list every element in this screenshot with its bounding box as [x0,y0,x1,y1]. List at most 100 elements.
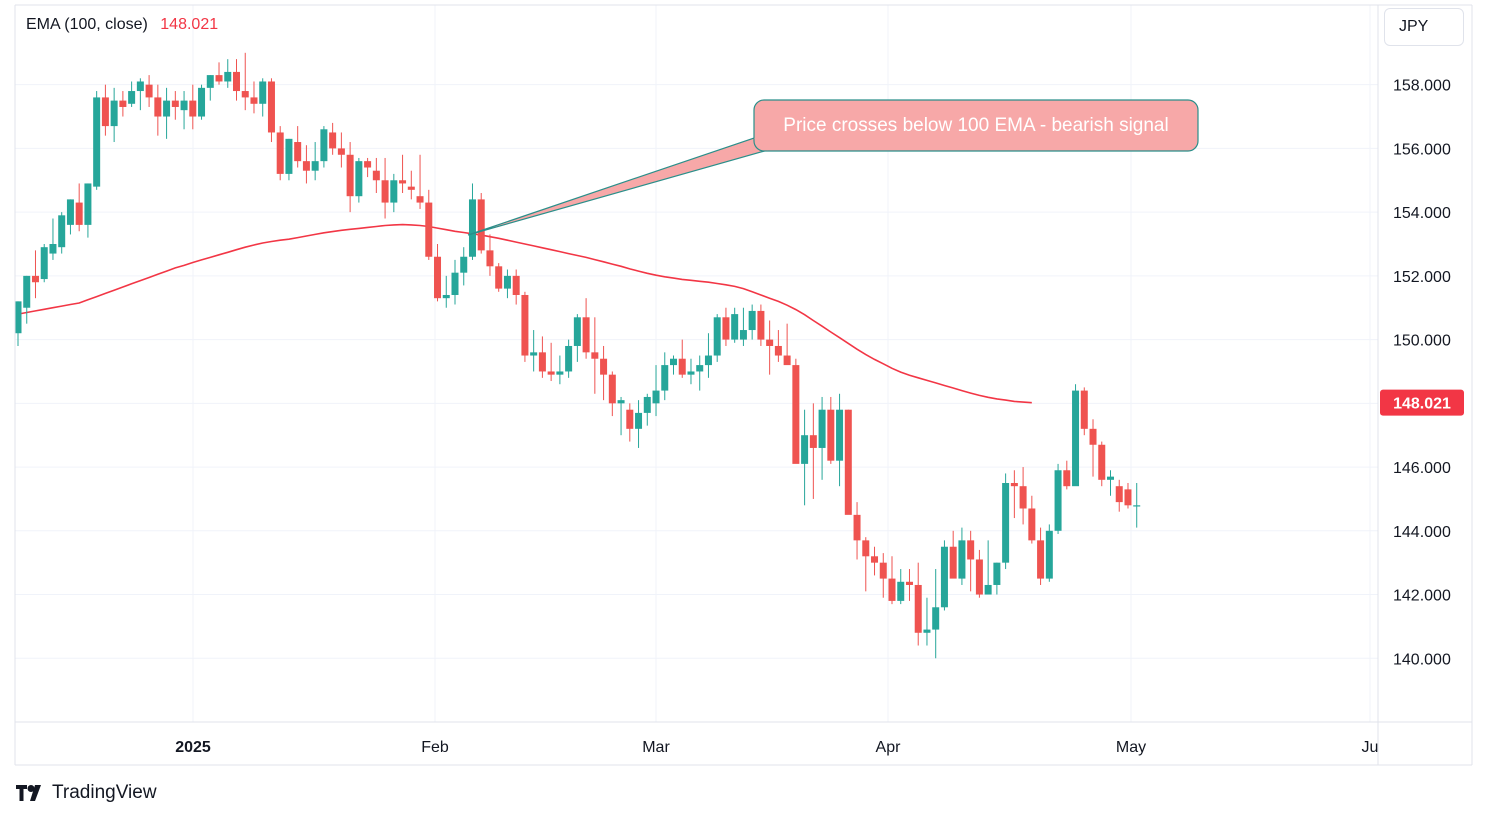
candle [1098,441,1106,487]
candle [355,157,363,203]
candle-body [1002,483,1010,563]
candle-body [617,400,625,404]
indicator-legend[interactable]: EMA (100, close) 148.021 [26,16,218,34]
candle-body [643,396,651,413]
candle-body [1107,476,1114,480]
y-tick-label: 140.000 [1393,651,1451,668]
annotation-callout[interactable]: Price crosses below 100 EMA - bearish si… [467,99,1199,236]
last-value-text: 148.021 [1393,396,1451,413]
y-tick-label: 144.000 [1393,524,1451,541]
y-tick-label: 156.000 [1393,141,1451,158]
candle [975,549,983,598]
tradingview-logo[interactable]: TradingView [16,782,157,804]
candle-body [888,578,896,601]
candle [93,91,101,190]
candle-body [958,540,966,579]
candle [984,540,992,595]
candle-body [416,196,424,203]
candle-body [1054,470,1062,531]
candle [757,304,765,346]
candle [486,234,494,276]
candle-body [425,202,433,257]
candle [530,330,538,372]
candle-body [259,81,267,104]
candle [801,409,809,506]
candle [84,183,92,238]
candle [285,138,293,181]
candle [932,569,940,659]
candle [652,365,660,417]
candle [678,339,686,378]
candle-body [905,581,913,585]
candle-body [818,409,826,448]
candle [171,91,179,120]
candle-body [713,317,721,356]
candle-body [932,607,940,630]
candle-body [556,371,564,375]
candle-body [40,247,48,280]
x-tick-label: 2025 [175,739,211,756]
candle [468,183,476,260]
candle-body [1080,390,1088,429]
candle-body [346,154,354,197]
x-tick-label: May [1116,739,1146,756]
candle [573,314,581,362]
candle [58,212,66,254]
legend-indicator-name: EMA (100, close) [26,16,148,33]
candle [250,81,258,114]
candle-body [302,161,310,171]
candle [512,269,520,305]
candle-body [460,256,468,273]
candle-body [608,374,616,404]
candle-body [801,435,809,464]
candle [1089,419,1097,477]
candle [460,247,468,286]
candle-body [1124,489,1132,506]
candle-body [355,161,363,197]
candle-body [940,546,948,608]
candle [241,52,249,111]
candle-body [468,199,476,257]
candle [233,59,240,101]
candle-body [399,180,407,184]
candle [302,145,310,184]
ema-line [17,223,1032,404]
candle-body [914,584,922,633]
candle [897,569,905,605]
candle-body [372,170,380,181]
candle-body [809,435,817,448]
candle-body [128,91,136,104]
candle-body [171,100,179,107]
currency-button[interactable]: JPY [1384,8,1464,46]
candle [923,597,931,646]
candle-body [731,314,739,340]
candle [1080,387,1088,436]
y-tick-label: 154.000 [1393,205,1451,222]
candle [626,403,634,442]
candle [949,530,957,579]
candle [792,358,800,464]
candle-body [1089,428,1097,445]
candle-body [652,390,660,404]
candle-body [591,352,599,359]
candle [1115,479,1123,512]
candle [766,320,774,375]
candle [661,352,669,401]
candle-body [486,250,494,267]
candle [215,62,223,85]
candle [399,154,407,194]
candle [670,355,677,375]
candle-body [626,409,634,429]
candle-body [101,97,109,127]
candle-body [381,180,389,203]
x-tick-label: Ju [1362,739,1379,756]
candle-body [678,358,686,375]
callout-joint [754,137,769,151]
callout-text: Price crosses below 100 EMA - bearish si… [783,115,1168,136]
candle-body [224,71,232,82]
candles-layer [14,52,1141,659]
candle-body [145,84,153,98]
candle-body [792,365,800,464]
candle [1072,384,1080,487]
